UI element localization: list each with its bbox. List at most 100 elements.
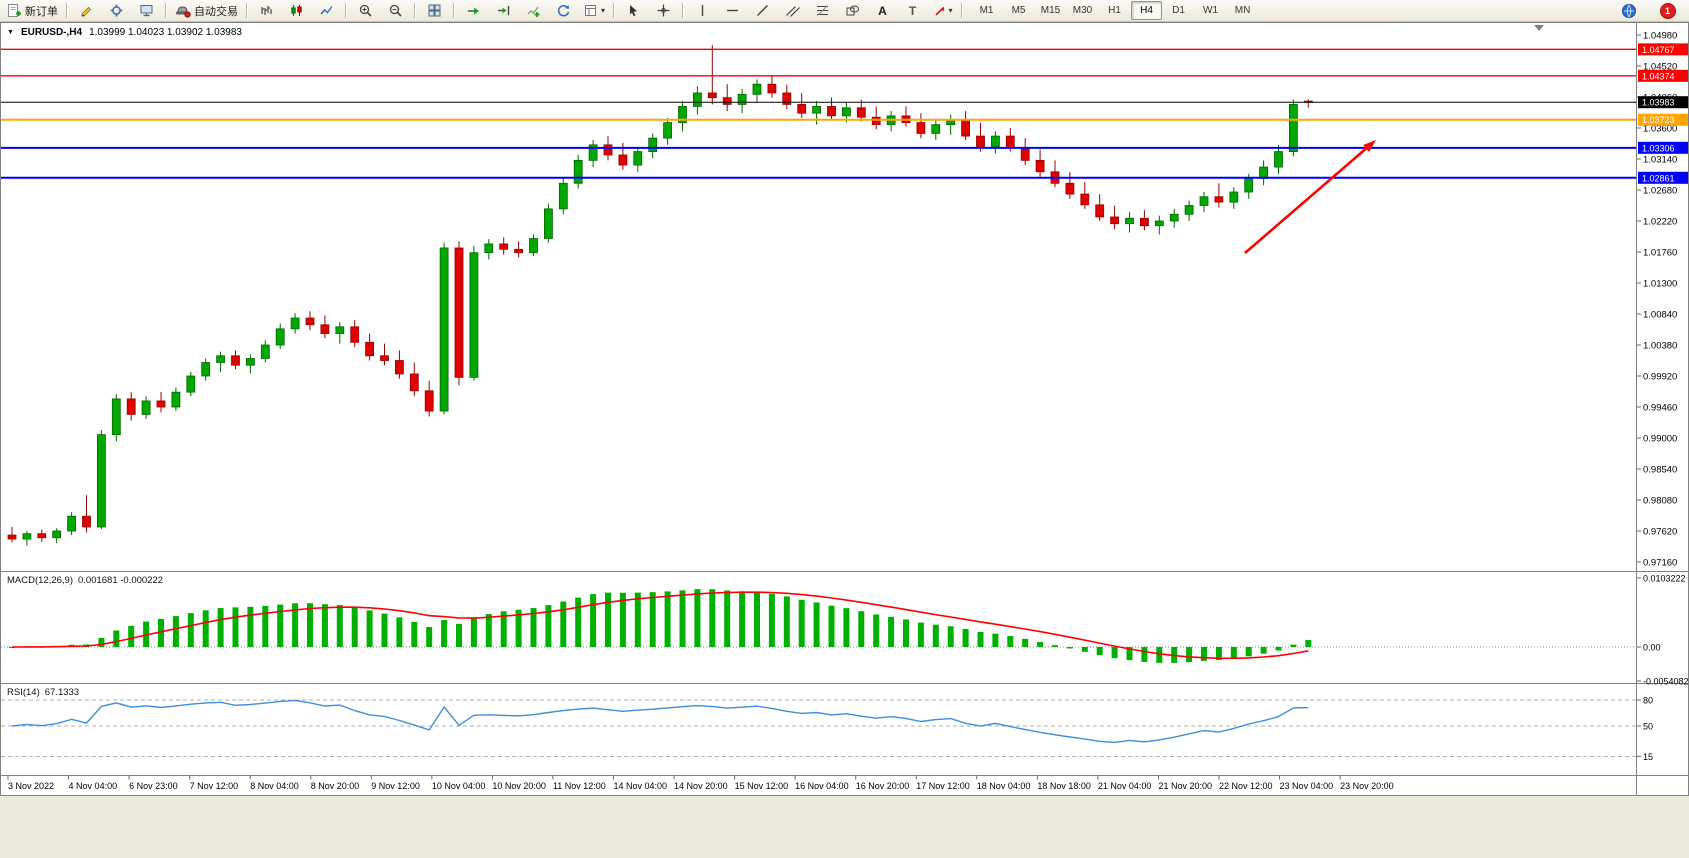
candle <box>633 146 643 172</box>
notifications-button[interactable]: 1 <box>1653 0 1682 21</box>
candle <box>111 394 121 442</box>
candle <box>380 343 389 366</box>
time-axis-label: 23 Nov 20:00 <box>1340 781 1394 791</box>
candlestick-icon <box>291 5 302 16</box>
timeframe-button-M15[interactable]: M15 <box>1040 5 1061 16</box>
candlestick-chart-button[interactable] <box>282 0 311 21</box>
bar-chart-button[interactable] <box>252 0 281 21</box>
auto-scroll-button[interactable] <box>459 0 488 21</box>
chart-symbol-period: EURUSD-,H4 <box>20 27 83 38</box>
candle <box>305 311 315 331</box>
horizontal-line-tool-button[interactable] <box>718 0 747 21</box>
label-tool-button[interactable]: T <box>898 0 927 21</box>
candle <box>97 429 106 529</box>
price-tag-1.03983: 1.03983 <box>1638 96 1688 109</box>
timeframe-button-H1[interactable]: H1 <box>1108 5 1121 16</box>
time-axis-label: 21 Nov 20:00 <box>1158 781 1212 791</box>
price-axis-label: 0.97160 <box>1643 558 1677 569</box>
price-axis-label: 1.00840 <box>1643 310 1677 321</box>
new-order-icon <box>8 4 21 17</box>
candle <box>275 323 285 350</box>
macd-histogram <box>9 589 1312 663</box>
arrow-tool-icon <box>934 6 944 16</box>
time-axis-label: 15 Nov 12:00 <box>735 781 789 791</box>
vertical-line-tool-button[interactable] <box>688 0 717 21</box>
templates-button[interactable]: ▾ <box>579 0 609 21</box>
arrows-tool-button[interactable]: ▾ <box>928 0 957 21</box>
candle <box>201 358 211 381</box>
candle <box>499 237 509 255</box>
candle <box>707 45 717 105</box>
fibonacci-tool-button[interactable] <box>808 0 837 21</box>
monitor-icon <box>140 5 153 17</box>
label-tool-label: T <box>908 3 917 18</box>
line-chart-button[interactable] <box>312 0 341 21</box>
cycle-chart-button[interactable] <box>549 0 578 21</box>
time-axis-label: 23 Nov 04:00 <box>1280 781 1334 791</box>
autotrading-button[interactable]: 自动交易 <box>171 0 242 21</box>
candle <box>141 396 151 420</box>
timeframe-button-M30[interactable]: M30 <box>1072 5 1093 16</box>
timeframe-button-M5[interactable]: M5 <box>1011 5 1026 16</box>
timeframe-button-D1[interactable]: D1 <box>1172 5 1185 16</box>
metaeditor-button[interactable] <box>72 0 101 21</box>
price-tag-1.03306: 1.03306 <box>1638 141 1688 154</box>
timeframe-button-W1[interactable]: W1 <box>1203 5 1219 16</box>
fullscreen-button[interactable] <box>132 0 161 21</box>
candle <box>290 313 300 334</box>
timeframe-button-H4[interactable]: H4 <box>1131 1 1163 20</box>
text-tool-button[interactable]: A <box>868 0 897 21</box>
zoom-out-button[interactable] <box>381 0 410 21</box>
time-axis-label: 18 Nov 04:00 <box>977 781 1031 791</box>
candle <box>767 75 777 98</box>
time-axis-label: 14 Nov 04:00 <box>614 781 668 791</box>
time-axis-label: 22 Nov 12:00 <box>1219 781 1273 791</box>
timeframe-button-MN[interactable]: MN <box>1234 5 1251 16</box>
candle <box>439 242 449 415</box>
crosshair-tool-button[interactable] <box>649 0 678 21</box>
community-button[interactable] <box>1614 0 1643 21</box>
tile-windows-button[interactable] <box>420 0 449 21</box>
candle <box>67 512 76 536</box>
rsi-indicator-label: RSI(14) 67.1333 <box>7 687 79 698</box>
notification-badge: 1 <box>1659 2 1676 19</box>
candle <box>37 529 47 542</box>
macd-values: 0.001681 -0.000222 <box>78 575 164 586</box>
candle <box>320 315 330 339</box>
channel-tool-button[interactable] <box>778 0 807 21</box>
time-axis-label: 16 Nov 20:00 <box>856 781 910 791</box>
price-axis-label: 1.00380 <box>1643 341 1677 352</box>
cursor-tool-button[interactable] <box>619 0 648 21</box>
trend-arrow[interactable] <box>1244 140 1376 254</box>
price-axis-label: 0.99920 <box>1643 372 1677 383</box>
line-chart-icon <box>320 6 333 15</box>
candle <box>737 88 747 114</box>
macd-signal-line <box>11 591 1309 660</box>
zoom-in-button[interactable] <box>351 0 380 21</box>
candle <box>350 320 360 348</box>
zoom-out-icon <box>389 4 402 17</box>
options-button[interactable] <box>102 0 131 21</box>
price-axis-label: 1.04980 <box>1643 31 1677 42</box>
cycle-icon <box>557 5 570 17</box>
shapes-tool-button[interactable] <box>838 0 867 21</box>
svg-text:1.04767: 1.04767 <box>1642 45 1675 55</box>
chart-shift-button[interactable] <box>489 0 518 21</box>
candle <box>573 154 583 189</box>
new-order-button[interactable]: 新订单 <box>3 0 62 21</box>
chart-menu-icon[interactable]: ▼ <box>7 29 14 36</box>
candle <box>171 387 181 412</box>
cursor-icon <box>630 5 638 17</box>
time-axis-label: 17 Nov 12:00 <box>916 781 970 791</box>
timeframe-button-M1[interactable]: M1 <box>979 5 994 16</box>
rsi-line <box>11 699 1309 744</box>
indicators-button[interactable] <box>519 0 548 21</box>
trendline-tool-button[interactable] <box>748 0 777 21</box>
rsi-axis-label: 50 <box>1643 722 1653 732</box>
chart-title: ▼ EURUSD-,H4 1.03999 1.04023 1.03902 1.0… <box>7 27 242 38</box>
candle <box>469 245 479 381</box>
toolbar-separator <box>414 3 416 18</box>
candle <box>514 241 523 258</box>
